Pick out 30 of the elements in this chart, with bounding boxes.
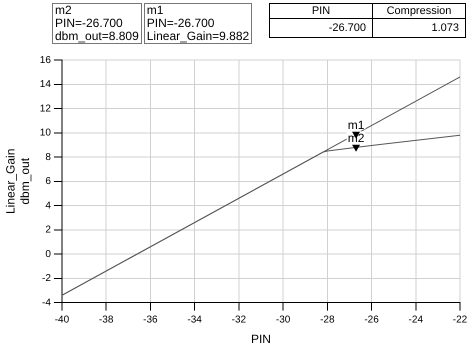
x-tick-label: -26 (364, 314, 380, 326)
x-tick-label: -34 (187, 314, 202, 326)
y-tick-label: 0 (45, 248, 52, 260)
text: -26.700 (270, 18, 372, 38)
y-axis-title: Linear_Gain dbm_out (4, 148, 32, 214)
y-tick-label: -2 (42, 273, 52, 284)
y-tick-label: 12 (40, 103, 52, 114)
x-tick-label: -24 (408, 314, 424, 326)
x-axis-title: PIN (250, 332, 271, 346)
text: m2 PIN=-26.700 dbm_out=8.809 (52, 3, 142, 44)
y-tick-label: 6 (45, 176, 52, 188)
x-tick-label: -28 (320, 314, 335, 326)
x-tick-label: -36 (143, 314, 158, 326)
y-tick-label: 14 (40, 79, 52, 90)
y-tick-label: 8 (45, 152, 52, 163)
y-tick-label: -4 (42, 297, 52, 308)
y-tick-label: 10 (40, 128, 52, 139)
annotation: m1 (348, 118, 365, 132)
x-tick-label: -30 (276, 314, 291, 326)
x-tick-label: -22 (452, 314, 468, 326)
text: Compression (372, 4, 466, 18)
x-tick-label: -32 (232, 314, 247, 326)
text: 1.073 (372, 18, 466, 38)
y-tick-label: 2 (45, 224, 52, 236)
text: m1 PIN=-26.700 Linear_Gain=9.882 (144, 3, 252, 44)
x-tick-label: -38 (98, 314, 114, 326)
y-tick-label: 16 (40, 54, 52, 66)
y-tick-label: 4 (45, 200, 52, 212)
text: PIN (270, 4, 372, 18)
x-tick-label: -40 (54, 314, 70, 326)
